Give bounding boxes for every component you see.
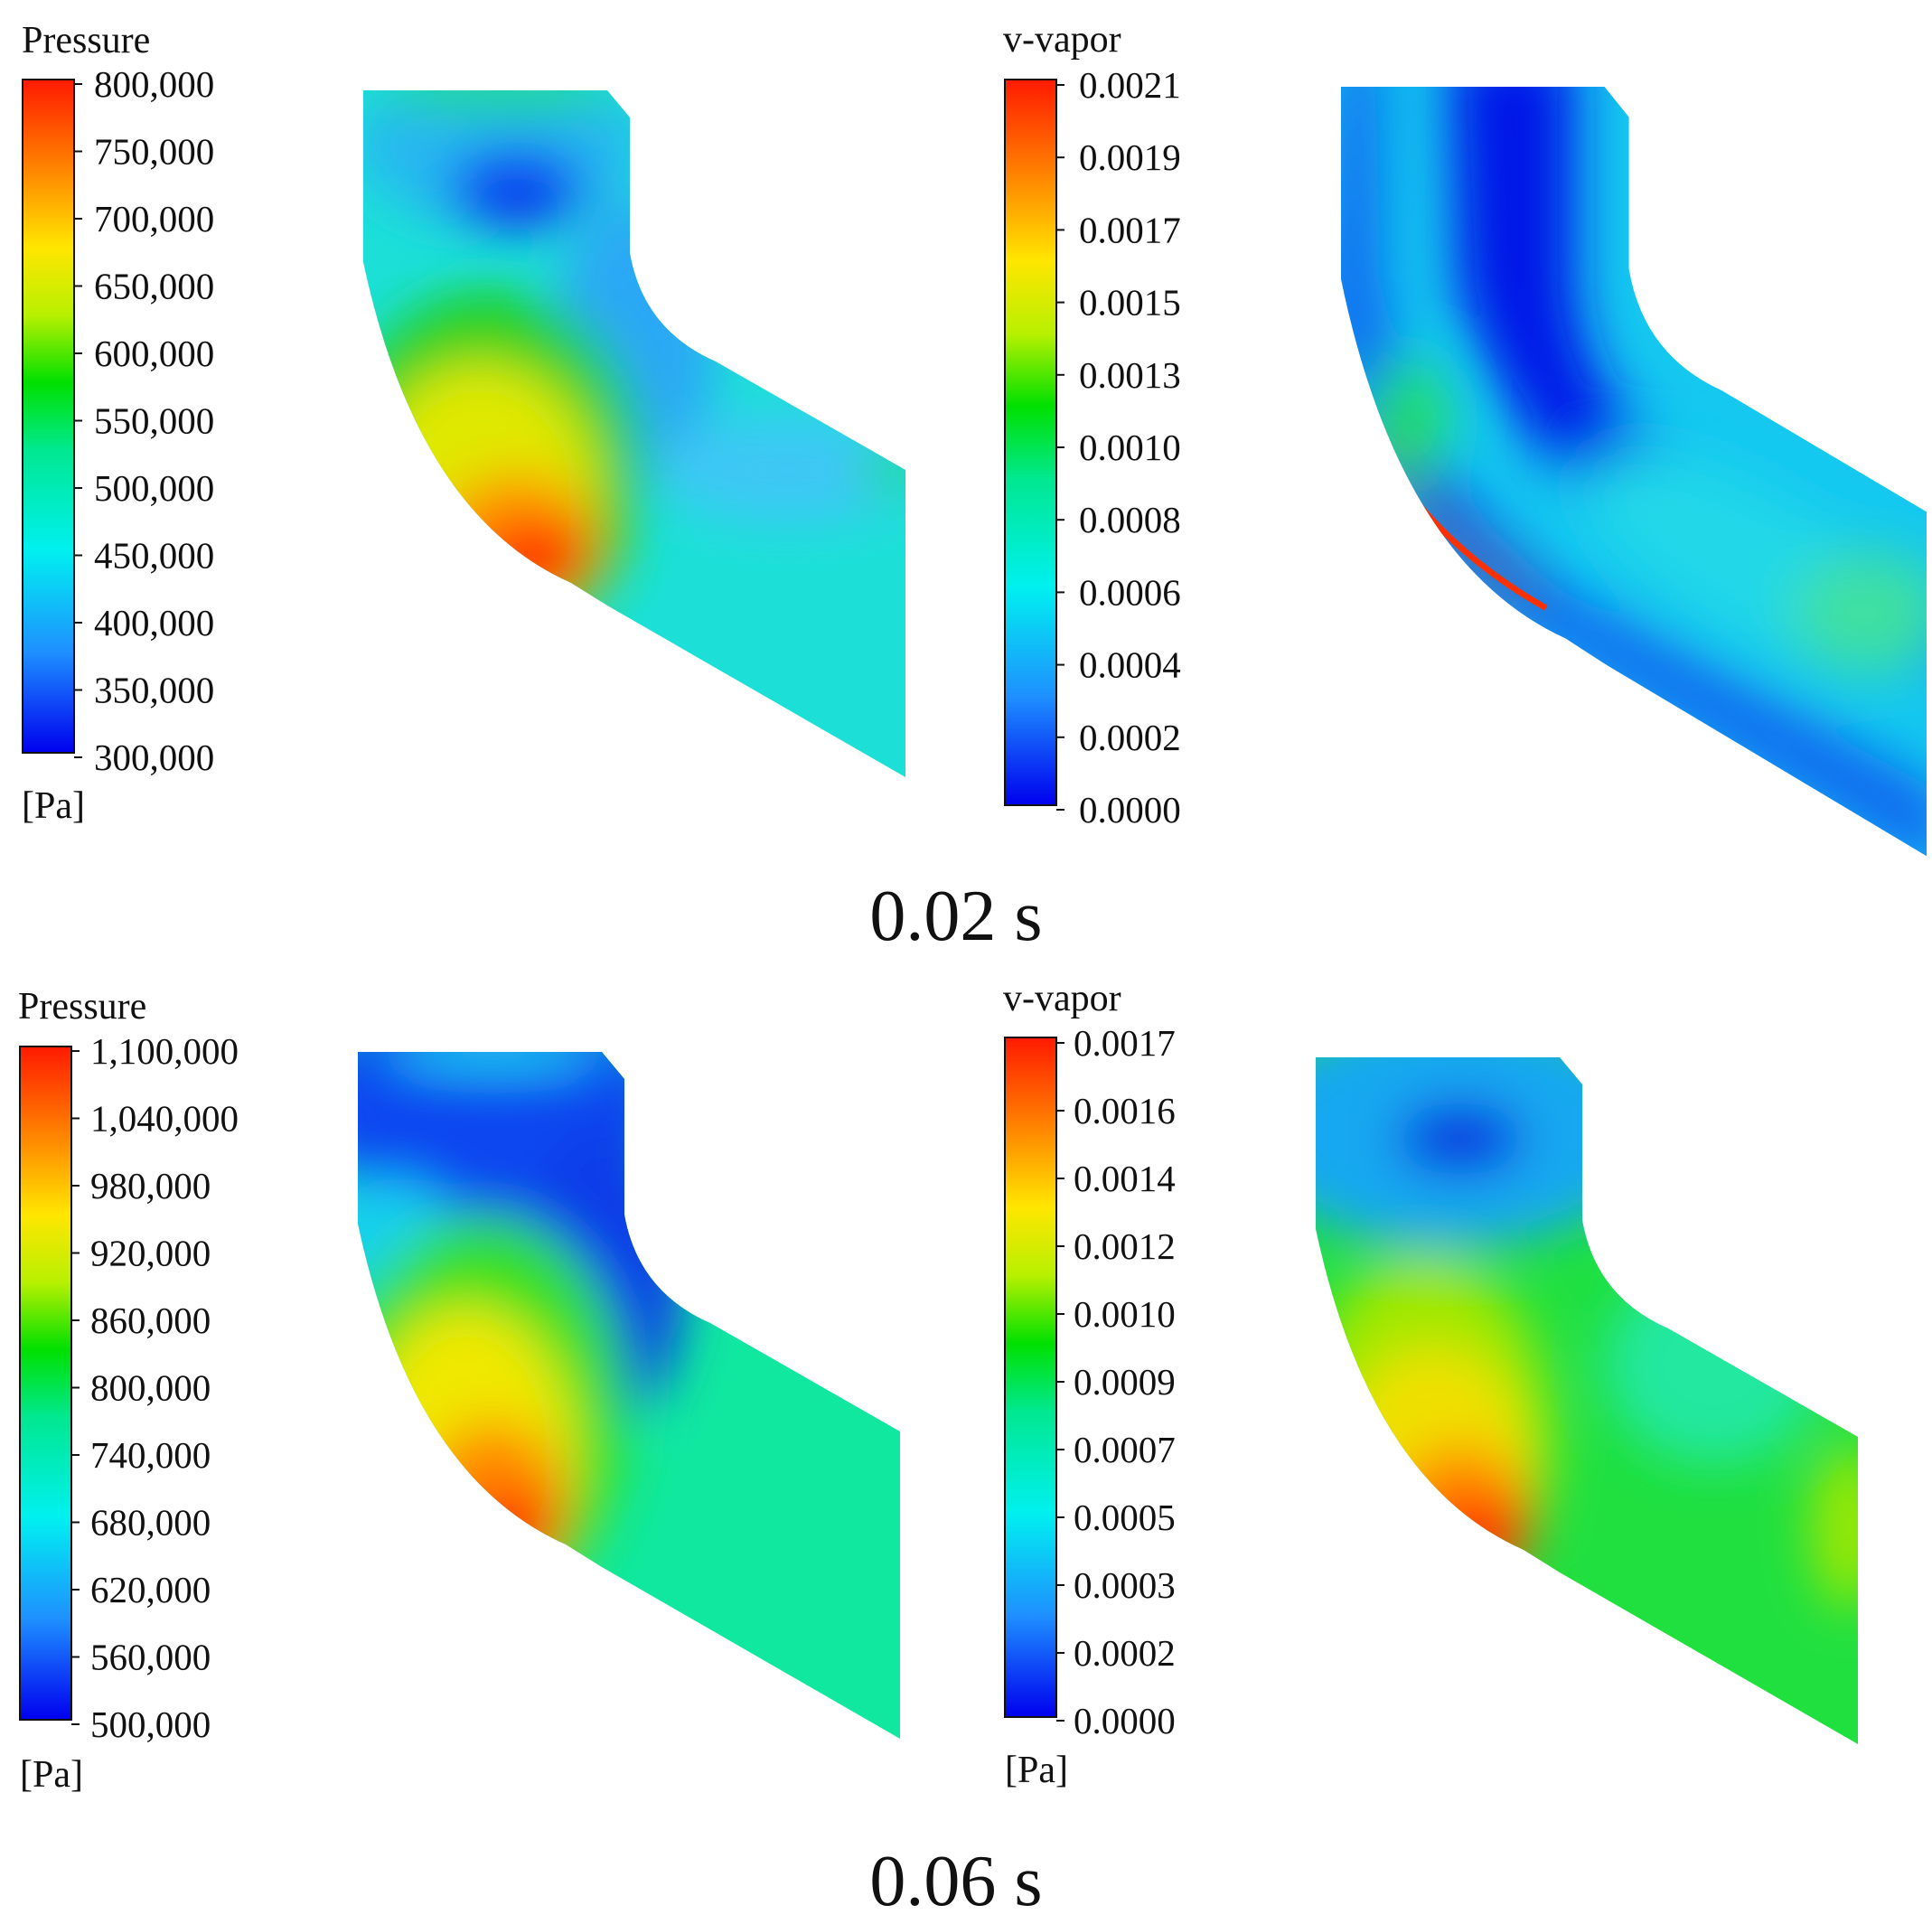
pressure-1-tick-label: 650,000 (94, 266, 214, 307)
vapor-2-tick-label: 0.0000 (1074, 1700, 1176, 1741)
vapor-2-tick-label: 0.0017 (1074, 1022, 1176, 1064)
pressure-ticks-1: 800,000 750,000 700,000 650,000 600,000 550,0… (74, 63, 214, 778)
pressure-colorbar-1: Pressure 800,000 750,000 700,000 650,000 600… (22, 20, 214, 827)
vapor-1-tick-label: 0.0015 (1079, 282, 1181, 324)
pressure-1-tick-label: 700,000 (94, 198, 214, 239)
pressure-2-tick-label: 740,000 (90, 1434, 211, 1476)
pressure-title-2: Pressure (18, 986, 146, 1028)
vapor-colorbar-1: v-vapor 0.00210.00190.00170.00150.00130.… (1003, 19, 1181, 831)
pressure-1-tick-label: 750,000 (94, 131, 214, 173)
pressure-2-tick-label: 920,000 (90, 1233, 211, 1274)
pressure-unit-1: [Pa] (22, 785, 85, 827)
pressure-unit-2: [Pa] (20, 1754, 83, 1796)
vapor-2-tick-label: 0.0009 (1074, 1361, 1176, 1403)
pressure-1-tick-label: 450,000 (94, 535, 214, 577)
pressure-contour-1 (363, 90, 905, 777)
vapor-1-tick-label: 0.0004 (1079, 644, 1181, 686)
vapor-2-tick-label: 0.0016 (1074, 1090, 1176, 1131)
vapor-2-tick-label: 0.0007 (1074, 1429, 1176, 1470)
pressure-1-tick-label: 500,000 (94, 467, 214, 509)
pressure-2-tick-label: 560,000 (90, 1637, 211, 1678)
vapor-contour-2 (1316, 1057, 1858, 1744)
pressure-1-tick-label: 400,000 (94, 602, 214, 643)
pressure-2-tick-label: 1,100,000 (90, 1030, 239, 1072)
vapor-2-tick-label: 0.0012 (1074, 1225, 1176, 1267)
row-2: Pressure 1,100,000 1,040,000 980,000 920,00… (18, 978, 1858, 1921)
vapor-1-tick-label: 0.0017 (1079, 209, 1181, 250)
vapor-colorbar-2: v-vapor 0.00170.00160.00140.00120.00100.… (1003, 978, 1176, 1791)
pressure-colorbar-2: Pressure 1,100,000 1,040,000 980,000 920,00… (18, 986, 239, 1796)
vapor-1-tick-label: 0.0000 (1079, 789, 1181, 831)
pressure-2-tick-label: 980,000 (90, 1165, 211, 1206)
pressure-1-tick-label: 300,000 (94, 737, 214, 778)
vapor-1-tick-label: 0.0019 (1079, 136, 1181, 178)
pressure-ticks-2: 1,100,000 1,040,000 980,000 920,000 860,000 8… (71, 1030, 239, 1745)
vapor-unit-2: [Pa] (1005, 1750, 1068, 1791)
vapor-2-tick-label: 0.0003 (1074, 1564, 1176, 1606)
pressure-colorbar-swatch-1 (22, 79, 75, 754)
vapor-contour-1 (1341, 87, 1927, 857)
vapor-1-tick-label: 0.0013 (1079, 354, 1181, 396)
pressure-1-tick-label: 600,000 (94, 333, 214, 374)
vapor-title-1: v-vapor (1003, 19, 1121, 61)
pressure-1-tick-label: 800,000 (94, 63, 214, 105)
vapor-2-tick-label: 0.0005 (1074, 1497, 1176, 1538)
time-label-2: 0.06 s (869, 1842, 1042, 1921)
pressure-2-tick-label: 860,000 (90, 1300, 211, 1341)
vapor-1-tick-label: 0.0010 (1079, 427, 1181, 468)
pressure-colorbar-swatch-2 (19, 1046, 72, 1721)
vapor-1-tick-label: 0.0008 (1079, 499, 1181, 540)
vapor-1-tick-label: 0.0021 (1079, 64, 1181, 106)
pressure-2-tick-label: 620,000 (90, 1569, 211, 1610)
pressure-2-tick-label: 680,000 (90, 1502, 211, 1544)
vapor-ticks-1: 0.0021 0.0019 0.0017 0.0015 0.0013 0.0010 0.00… (1056, 64, 1181, 831)
vapor-1-tick-label: 0.0006 (1079, 571, 1181, 613)
vapor-title-2: v-vapor (1003, 978, 1121, 1019)
vapor-2-tick-label: 0.0002 (1074, 1632, 1176, 1674)
pressure-2-tick-label: 1,040,000 (90, 1098, 239, 1140)
pressure-2-tick-label: 500,000 (90, 1703, 211, 1745)
pressure-title-1: Pressure (22, 20, 150, 61)
vapor-colorbar-swatch-2 (1004, 1037, 1057, 1718)
time-label-1: 0.02 s (869, 877, 1042, 956)
vapor-1-tick-label: 0.0002 (1079, 717, 1181, 758)
vapor-ticks-2: 0.0017 0.0016 0.0014 0.0012 0.0010 0.0009 0.00… (1056, 1022, 1176, 1741)
pressure-1-tick-label: 550,000 (94, 400, 214, 442)
vapor-colorbar-swatch-1 (1004, 79, 1057, 806)
row-1: Pressure 800,000 750,000 700,000 650,000 600… (22, 19, 1927, 956)
pressure-1-tick-label: 350,000 (94, 670, 214, 711)
vapor-2-tick-label: 0.0010 (1074, 1293, 1176, 1335)
vapor-2-tick-label: 0.0014 (1074, 1158, 1176, 1199)
pressure-contour-2 (358, 1052, 900, 1739)
pressure-2-tick-label: 800,000 (90, 1367, 211, 1409)
